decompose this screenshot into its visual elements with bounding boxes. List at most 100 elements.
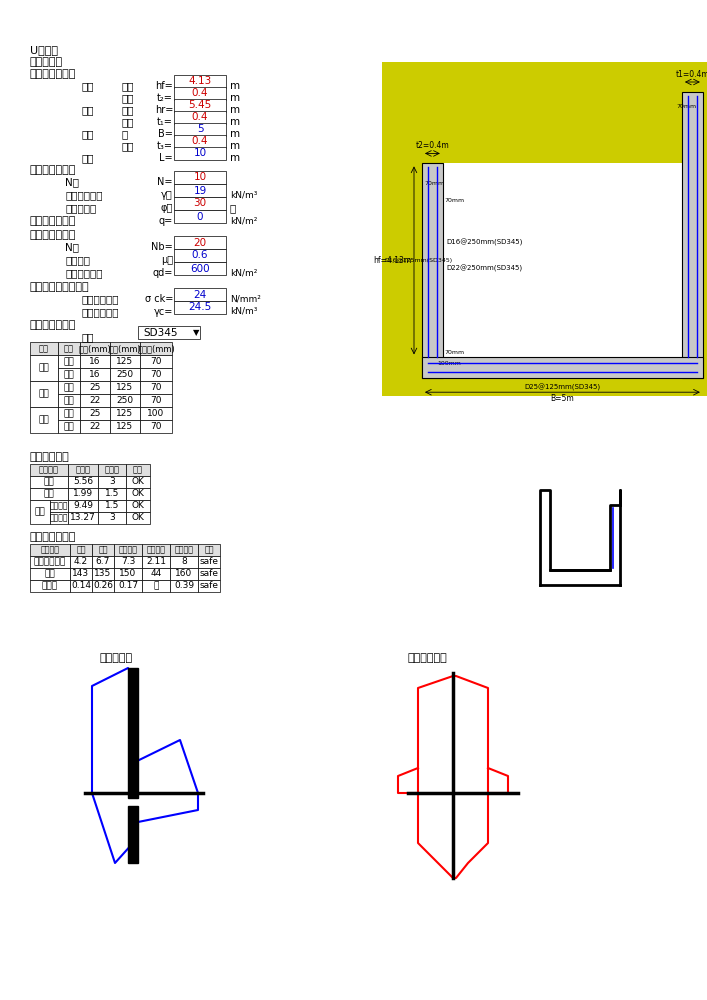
Text: 外側: 外側 [64,383,74,392]
Bar [140,407,172,420]
Text: U形水路: U形水路 [30,45,58,55]
Text: m: m [230,81,240,91]
Text: N値: N値 [65,242,79,252]
Text: hf=4.13m: hf=4.13m [374,256,412,265]
Text: Nb=: Nb= [151,242,173,252]
Text: 100mm: 100mm [437,361,461,366]
Text: 5.45: 5.45 [188,101,211,110]
Text: 0.39: 0.39 [174,582,194,590]
Text: 1.5: 1.5 [105,502,119,510]
Bar [110,368,140,381]
Text: （５）コンクリート: （５）コンクリート [30,282,90,292]
Text: 20: 20 [194,237,206,247]
Text: 設計基準強度: 設計基準強度 [82,294,119,304]
Text: 0.17: 0.17 [118,582,138,590]
Text: 内部摩擦角: 内部摩擦角 [65,203,96,213]
Bar [68,488,98,500]
Bar [174,147,226,160]
Bar [58,420,80,433]
Bar [174,236,226,249]
Text: 150: 150 [119,570,136,578]
Text: qd=: qd= [153,268,173,278]
Text: m: m [230,93,240,103]
Text: 0.4: 0.4 [192,112,209,122]
Text: 延長: 延長 [82,153,95,163]
Bar [98,488,126,500]
Text: OK: OK [132,489,144,498]
Bar [110,342,140,355]
Bar [174,75,226,88]
Bar [422,357,703,378]
Text: D25@125mm(SD345): D25@125mm(SD345) [525,384,600,391]
Bar [92,544,114,556]
Text: 10: 10 [194,148,206,158]
Text: 単位体積重量: 単位体積重量 [65,190,103,200]
Text: 2.11: 2.11 [146,558,166,566]
Bar [68,464,98,476]
Bar [80,381,110,394]
Text: 70mm: 70mm [445,350,465,355]
Text: q=: q= [159,216,173,226]
Text: 安全率: 安全率 [76,466,90,475]
Text: －: － [153,582,158,590]
Bar [98,512,126,524]
Text: t2=0.4m: t2=0.4m [416,141,449,150]
Text: 160: 160 [175,570,192,578]
Bar [170,580,198,592]
Text: 30: 30 [194,198,206,209]
Text: 後壁: 後壁 [98,546,107,554]
Bar [30,355,58,381]
Text: 125: 125 [117,409,134,418]
Text: 壁高: 壁高 [122,105,134,115]
Text: 25: 25 [89,409,100,418]
Bar [68,476,98,488]
Text: m: m [230,117,240,127]
Text: 滑動: 滑動 [44,489,54,498]
Bar [110,355,140,368]
Text: 内側: 内側 [64,396,74,405]
Text: 4.13: 4.13 [188,77,211,87]
Text: φ＝: φ＝ [160,203,173,213]
Bar [70,556,92,568]
Text: D22@250mm(SD345): D22@250mm(SD345) [447,265,523,272]
Text: 3: 3 [109,478,115,487]
Text: 鉄筋: 鉄筋 [45,570,55,578]
Text: 許容応力: 許容応力 [175,546,194,554]
Bar [80,342,110,355]
Text: 16: 16 [89,370,101,379]
Text: 度: 度 [230,203,236,213]
Bar [174,288,226,301]
Text: safe: safe [199,582,218,590]
Text: 22: 22 [89,422,100,431]
Bar [140,394,172,407]
Bar [30,500,50,524]
Text: 下側: 下側 [64,409,74,418]
Text: 0.6: 0.6 [192,250,209,260]
Text: 70: 70 [151,357,162,366]
Text: 135: 135 [94,570,112,578]
Bar [30,476,68,488]
Text: 4.2: 4.2 [74,558,88,566]
Text: kN/m³: kN/m³ [230,190,257,199]
Text: 幅: 幅 [122,129,128,139]
Text: （６）使用鉄筋: （６）使用鉄筋 [30,320,76,330]
Bar [110,381,140,394]
Bar [98,476,126,488]
Text: 単位体積重量: 単位体積重量 [82,307,119,317]
Text: B=5m: B=5m [551,394,574,403]
Text: 部材: 部材 [39,344,49,353]
Text: 前壁: 前壁 [76,546,86,554]
Bar [110,407,140,420]
Text: （４）支持地盤: （４）支持地盤 [30,230,76,240]
Bar [174,135,226,148]
Text: 19: 19 [194,186,206,196]
Text: （１）擁壁形状: （１）擁壁形状 [30,69,76,79]
Text: 24.5: 24.5 [188,302,211,312]
Text: L=: L= [159,153,173,163]
Bar [174,123,226,136]
Bar [110,420,140,433]
Bar [30,342,58,355]
Text: N値: N値 [65,177,79,187]
Text: 0.14: 0.14 [71,582,91,590]
Text: 0: 0 [197,212,203,222]
